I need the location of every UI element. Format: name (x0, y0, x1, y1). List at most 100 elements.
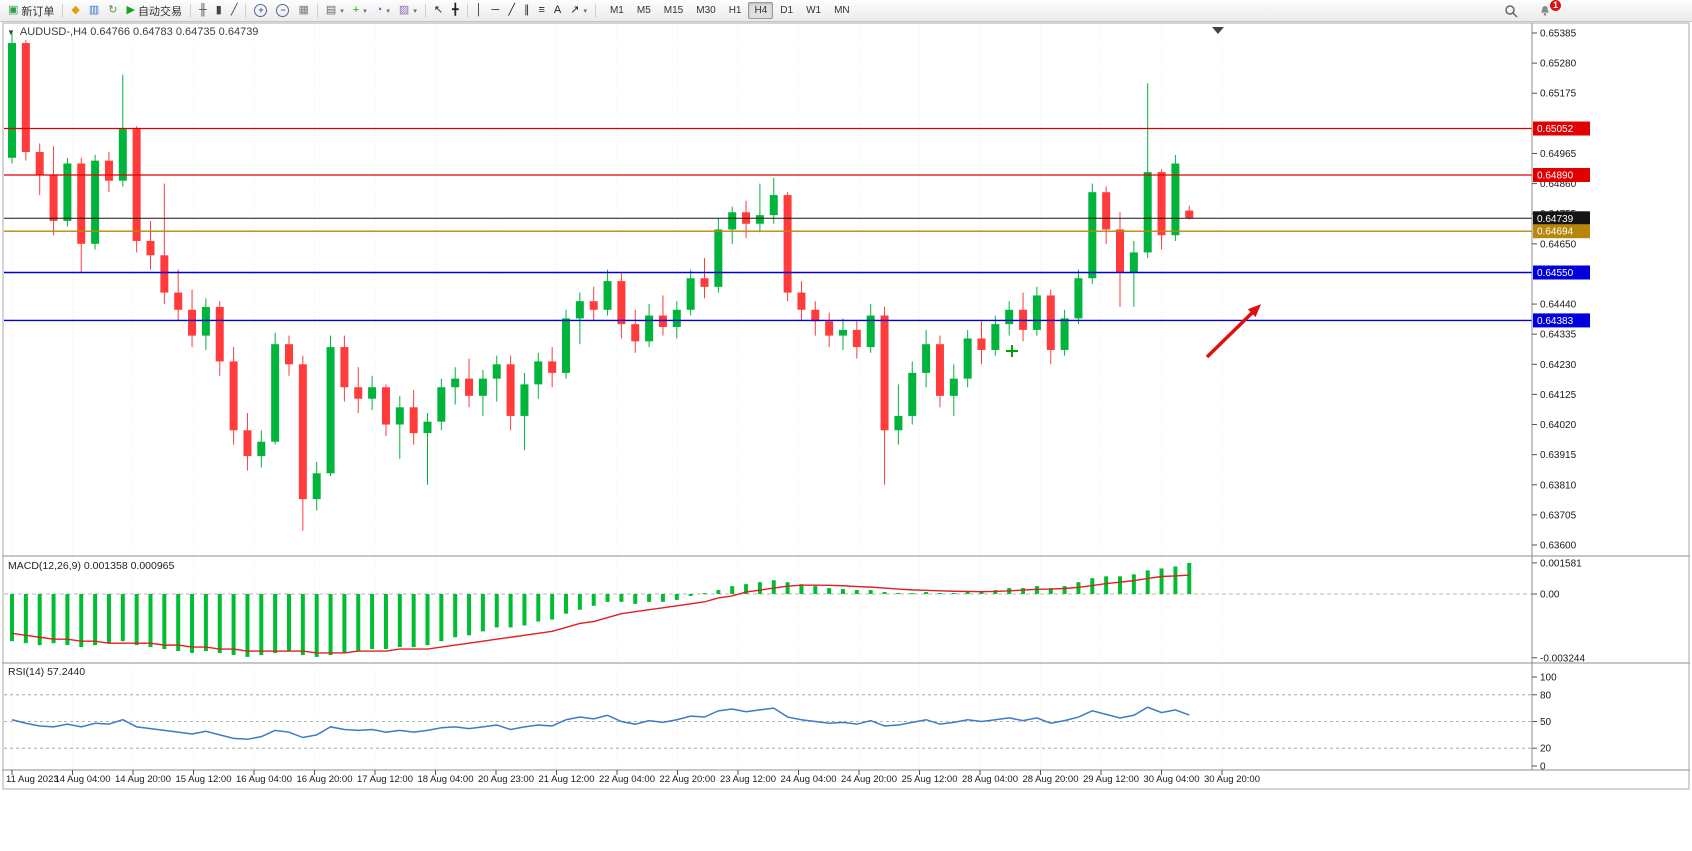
candle-body (437, 387, 446, 422)
timeframe-w1-button[interactable]: W1 (806, 5, 822, 16)
new-order-button[interactable]: ▣ 新订单 (4, 2, 58, 20)
candlestick-chart-button[interactable]: ▮ (212, 2, 226, 20)
macd-bar (190, 594, 195, 653)
price-label: 0.63600 (1540, 541, 1577, 552)
date-label: 23 Aug 12:00 (720, 774, 776, 785)
search-button[interactable] (1500, 2, 1522, 20)
search-icon (1505, 4, 1518, 18)
macd-bar (162, 594, 167, 650)
macd-bar (702, 593, 707, 595)
zoom-in-icon: + (254, 4, 268, 17)
candle-body (797, 292, 806, 310)
price-label: 0.64125 (1540, 390, 1577, 401)
line-chart-button[interactable]: ╱ (227, 2, 242, 20)
refresh-button[interactable]: ↻ (104, 2, 121, 20)
timeframe-m1-button[interactable]: M1 (609, 5, 624, 16)
candle-body (271, 344, 280, 442)
timeframe-m30-button[interactable]: M30 (696, 5, 716, 16)
candle-body (589, 301, 598, 310)
autotrading-button[interactable]: ▶ 自动交易 (123, 2, 186, 20)
macd-bar (1034, 586, 1039, 594)
tile-windows-button[interactable]: ▦ (294, 2, 312, 20)
macd-bar (730, 586, 735, 594)
crosshair-button[interactable]: ╋ (448, 2, 463, 20)
new-order-button-label: 新订单 (21, 5, 55, 18)
macd-bar (287, 594, 291, 652)
trendline-button[interactable]: ╱ (504, 2, 519, 20)
notifications-button[interactable]: 1 (1534, 0, 1562, 20)
candle-body (492, 364, 501, 379)
indicators-button[interactable]: + ▾ (349, 2, 371, 20)
timeframe-d1-button[interactable]: D1 (780, 5, 794, 16)
candle-body (1157, 172, 1166, 236)
candle-body (132, 129, 141, 241)
macd-bar (23, 594, 28, 644)
timeframe-h4-button[interactable]: H4 (748, 2, 774, 19)
macd-bar (979, 592, 984, 594)
toolbar-separator (424, 3, 426, 18)
periods-button[interactable]: ◔ ▾ (372, 2, 394, 20)
macd-bar (37, 594, 42, 646)
notification-badge: 1 (1549, 0, 1562, 12)
toolbar-separator (62, 3, 64, 18)
macd-bar (1145, 570, 1150, 594)
channel-button[interactable]: ∥ (520, 2, 534, 20)
market-watch-button[interactable]: ▥ (85, 2, 103, 20)
candle-body (991, 324, 1000, 350)
price-label: 0.64650 (1540, 239, 1577, 250)
candle-body (825, 321, 834, 336)
price-badge-label: 0.64890 (1537, 170, 1574, 181)
candle-body (312, 473, 321, 500)
price-badge (1533, 224, 1590, 239)
macd-bar (647, 594, 652, 602)
price-badge-label: 0.65052 (1537, 124, 1574, 135)
timeframe-h1-button[interactable]: H1 (728, 5, 742, 16)
toolbar-separator (316, 3, 318, 18)
date-label: 24 Aug 20:00 (841, 774, 897, 785)
toolbar: ▣ 新订单 ◆ ▥ ↻ ▶ 自动交易 ╫ ▮ ╱ + − ▦ ▤ ▾ + ▾ ◔ ▾ ▨ ▾ ↖ ╋ │ ─ ╱ ∥ ≡ A ↗ ▾ M1 M… (0, 0, 1692, 22)
cursor-button[interactable]: ↖ (430, 2, 447, 20)
fibonacci-button[interactable]: ≡ (534, 2, 548, 20)
templates-button[interactable]: ▨ ▾ (395, 2, 421, 20)
macd-bar (1131, 574, 1136, 594)
rsi-axis-label: 0 (1540, 762, 1546, 773)
market-watch-icon: ▥ (88, 4, 100, 16)
candle-body (21, 43, 30, 153)
macd-bar (785, 582, 790, 594)
candle-body (852, 329, 861, 348)
macd-bar (965, 592, 970, 594)
price-axis: 0.65385 0.65280 0.65175 0.64965 0.64860 0.647… (1532, 29, 1590, 773)
arrows-button[interactable]: ↗ ▾ (566, 2, 591, 20)
candle-body (118, 129, 127, 181)
text-button[interactable]: A (550, 2, 565, 20)
zoom-out-button[interactable]: − (272, 2, 293, 20)
fibonacci-icon: ≡ (538, 4, 545, 16)
macd-bar (356, 594, 361, 652)
date-label: 16 Aug 20:00 (297, 774, 353, 785)
metaeditor-button[interactable]: ◆ (67, 2, 83, 20)
price-label: 0.64440 (1540, 300, 1577, 311)
date-label: 17 Aug 12:00 (357, 774, 413, 785)
macd-bar (1187, 562, 1192, 594)
price-badge-label: 0.64550 (1537, 268, 1574, 279)
bar-chart-button[interactable]: ╫ (195, 2, 211, 20)
candle-body (243, 430, 252, 457)
macd-bar (799, 584, 804, 594)
dropdown-caret-icon: ▾ (386, 7, 390, 15)
macd-bar (93, 594, 98, 646)
candle-body (91, 160, 100, 244)
new-chart-button[interactable]: ▤ ▾ (322, 2, 348, 20)
macd-bar (827, 588, 832, 594)
vertical-line-button[interactable]: │ (472, 2, 487, 20)
horizontal-line-button[interactable]: ─ (488, 2, 504, 20)
timeframe-m15-button[interactable]: M15 (663, 5, 684, 16)
timeframe-m5-button[interactable]: M5 (636, 5, 651, 16)
macd-bar (134, 594, 139, 646)
candle-body (395, 407, 404, 425)
timeframe-mn-button[interactable]: MN (834, 5, 850, 16)
crosshair-icon: ╋ (452, 4, 459, 16)
macd-bar (716, 590, 721, 594)
candle-body (77, 163, 86, 244)
zoom-in-button[interactable]: + (250, 2, 271, 20)
